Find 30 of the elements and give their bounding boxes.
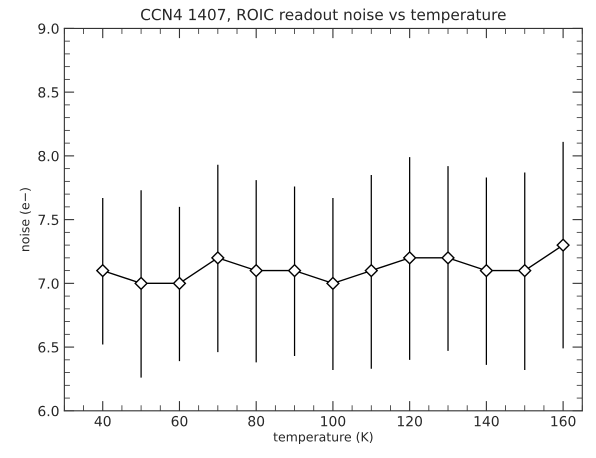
point bbox=[211, 251, 224, 264]
point bbox=[96, 264, 110, 278]
y-axis-title: noise (e−) bbox=[20, 188, 31, 252]
point bbox=[403, 251, 416, 264]
x-tick-label: 60 bbox=[172, 416, 188, 426]
y-tick-label: 8.5 bbox=[38, 87, 58, 98]
point bbox=[172, 276, 186, 290]
point bbox=[288, 264, 302, 278]
point bbox=[250, 264, 263, 278]
point bbox=[326, 276, 340, 290]
x-tick-label: 80 bbox=[248, 416, 264, 426]
y-tick-label: 6.5 bbox=[38, 342, 58, 353]
point bbox=[480, 264, 493, 278]
y-tick-label: 6.0 bbox=[38, 406, 59, 416]
point bbox=[134, 276, 148, 290]
y-tick-label: 7.5 bbox=[38, 214, 58, 226]
point bbox=[518, 264, 532, 278]
chart-title: CCN4 1407, ROIC readout noise vs temperature bbox=[141, 8, 506, 24]
x-tick-label: 140 bbox=[474, 416, 499, 426]
x-tick-label: 100 bbox=[321, 416, 346, 426]
point bbox=[556, 238, 570, 252]
x-tick-label: 160 bbox=[551, 416, 576, 426]
x-tick-label: 40 bbox=[94, 416, 111, 426]
y-tick-label: 7.0 bbox=[38, 278, 59, 289]
y-tick-label: 9.0 bbox=[38, 23, 59, 34]
point bbox=[364, 264, 378, 278]
x-axis-title: temperature (K) bbox=[273, 432, 372, 444]
point bbox=[441, 251, 455, 264]
y-tick-label: 8.0 bbox=[38, 150, 59, 162]
x-tick-label: 120 bbox=[398, 416, 422, 426]
